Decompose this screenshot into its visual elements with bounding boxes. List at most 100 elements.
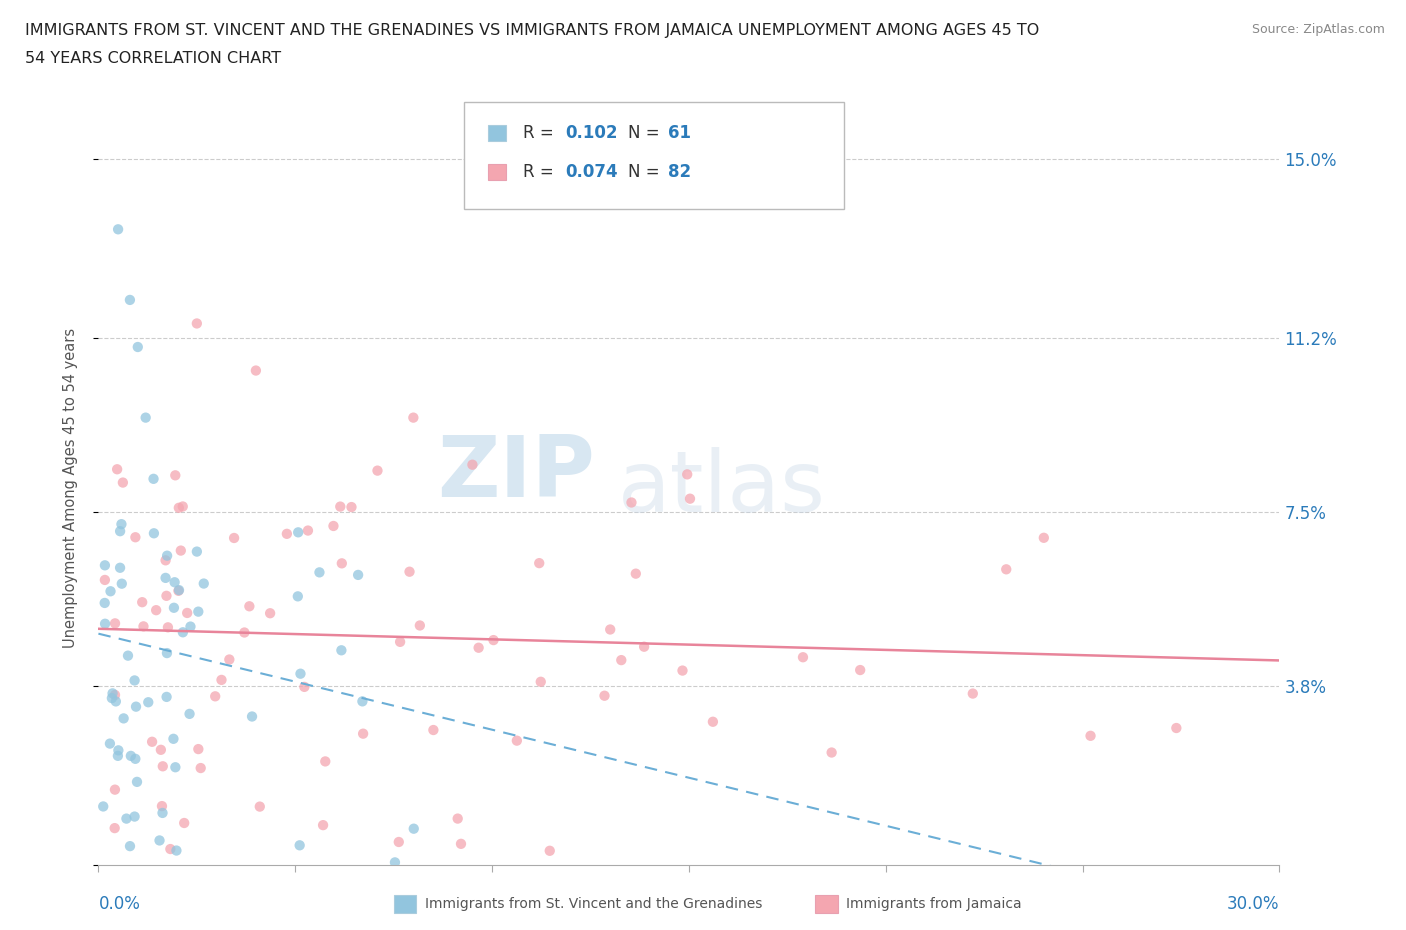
Point (163, 601, 186, 616)
Point (820, 745, 842, 760)
Point (211, 672, 233, 687)
Text: 0.0%: 0.0% (98, 895, 141, 913)
Text: 82: 82 (668, 163, 690, 181)
Point (467, 640, 489, 655)
Text: IMMIGRANTS FROM ST. VINCENT AND THE GRENADINES VS IMMIGRANTS FROM JAMAICA UNEMPL: IMMIGRANTS FROM ST. VINCENT AND THE GREN… (25, 23, 1039, 38)
Point (849, 662, 872, 677)
Point (290, 666, 312, 681)
Point (190, 761, 212, 776)
Point (117, 648, 139, 663)
Point (141, 735, 163, 750)
Point (679, 491, 702, 506)
Point (145, 603, 167, 618)
Point (150, 799, 173, 814)
Point (620, 495, 643, 510)
Point (352, 694, 374, 709)
Point (124, 673, 146, 688)
Point (163, 575, 186, 590)
Point (292, 680, 315, 695)
Point (792, 650, 814, 665)
Point (1032, 530, 1054, 545)
Point (108, 524, 131, 538)
Point (104, 687, 127, 702)
Point (111, 475, 134, 490)
Point (101, 686, 124, 701)
Point (155, 570, 177, 585)
Point (530, 674, 553, 689)
Point (118, 293, 141, 308)
Point (340, 499, 363, 514)
Point (187, 741, 209, 756)
Point (131, 595, 153, 610)
Point (529, 556, 551, 571)
Point (995, 562, 1018, 577)
Point (170, 543, 193, 558)
Y-axis label: Unemployment Among Ages 45 to 54 years: Unemployment Among Ages 45 to 54 years (63, 328, 77, 648)
Point (172, 499, 194, 514)
Point (104, 694, 127, 709)
Point (172, 625, 194, 640)
Text: Immigrants from Jamaica: Immigrants from Jamaica (846, 897, 1022, 911)
Point (186, 544, 208, 559)
Point (238, 599, 260, 614)
Point (101, 691, 124, 706)
Point (352, 726, 374, 741)
Point (218, 652, 240, 667)
Point (308, 565, 330, 579)
Point (111, 577, 134, 591)
Point (240, 709, 263, 724)
Point (962, 686, 984, 701)
Point (402, 410, 425, 425)
Point (156, 620, 179, 635)
Point (297, 523, 319, 538)
Point (314, 754, 336, 769)
Point (1166, 721, 1188, 736)
Point (186, 316, 208, 331)
Point (91, 799, 114, 814)
Point (107, 743, 129, 758)
Point (287, 525, 309, 539)
Point (312, 817, 335, 832)
Point (110, 517, 132, 532)
Point (125, 699, 148, 714)
Point (409, 618, 432, 633)
Point (156, 549, 179, 564)
Point (159, 842, 181, 857)
Point (259, 605, 281, 620)
Point (156, 645, 179, 660)
Text: Source: ZipAtlas.com: Source: ZipAtlas.com (1251, 23, 1385, 36)
Text: 0.102: 0.102 (565, 124, 617, 142)
Text: ZIP: ZIP (437, 432, 595, 514)
Point (107, 222, 129, 237)
Point (204, 689, 226, 704)
Text: N =: N = (628, 124, 665, 142)
Point (179, 707, 201, 722)
Point (165, 844, 187, 858)
Point (167, 500, 190, 515)
Point (165, 468, 187, 483)
Point (329, 499, 352, 514)
Point (104, 782, 127, 797)
Point (167, 583, 190, 598)
Point (167, 583, 190, 598)
Point (105, 462, 128, 477)
Point (118, 839, 141, 854)
Point (366, 463, 388, 478)
Point (104, 820, 127, 835)
Point (112, 711, 135, 725)
Point (100, 584, 122, 599)
Point (330, 556, 353, 571)
Point (107, 749, 129, 764)
Point (233, 625, 256, 640)
Point (120, 749, 142, 764)
Point (152, 805, 174, 820)
Text: atlas: atlas (619, 446, 827, 530)
Text: R =: R = (523, 124, 560, 142)
Point (176, 605, 198, 620)
Point (155, 689, 177, 704)
Text: N =: N = (628, 163, 665, 181)
Point (1080, 728, 1102, 743)
Point (422, 723, 444, 737)
Point (447, 811, 470, 826)
Point (104, 616, 127, 631)
